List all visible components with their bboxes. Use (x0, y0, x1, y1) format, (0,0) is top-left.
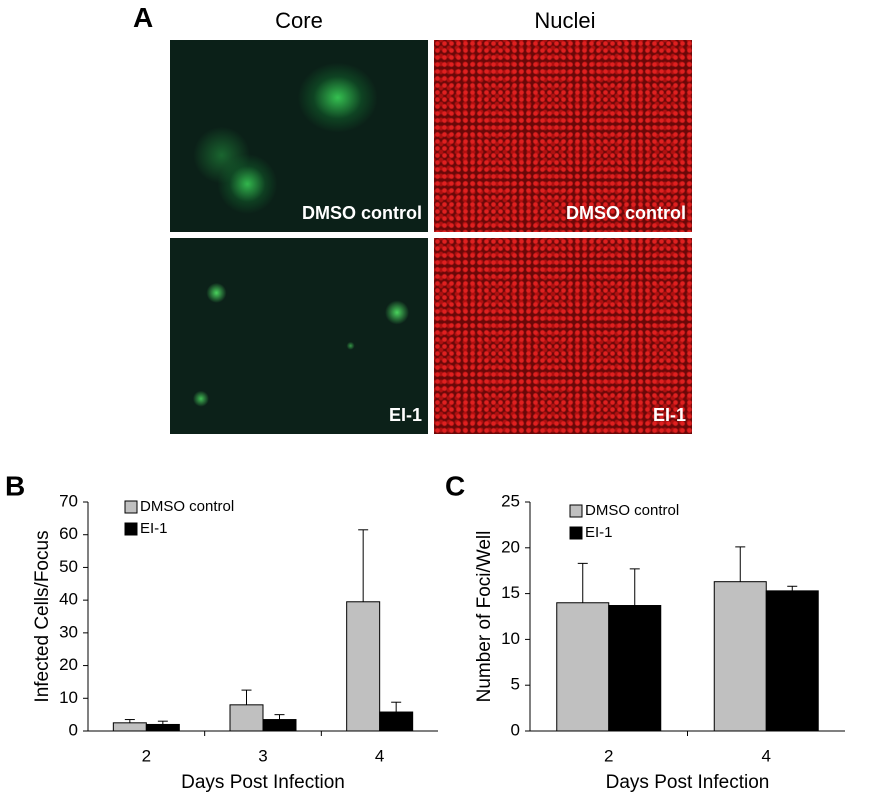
bar (556, 602, 610, 732)
x-tick-label: 4 (375, 746, 384, 765)
image-label: DMSO control (566, 203, 686, 223)
y-tick-label: 0 (69, 720, 78, 739)
y-axis-title: Infected Cells/Focus (32, 530, 53, 702)
column-title: Core (275, 8, 323, 33)
y-tick-label: 30 (59, 622, 78, 641)
image-label: EI-1 (388, 405, 422, 425)
y-tick-label: 60 (59, 524, 78, 543)
micrograph: EI-1 (170, 238, 428, 434)
y-tick-label: 40 (59, 590, 78, 609)
bar (765, 590, 819, 732)
bar (229, 704, 264, 732)
x-tick-label: 2 (604, 746, 613, 765)
legend-swatch (124, 500, 138, 514)
y-tick-label: 5 (511, 675, 520, 694)
legend-label: EI-1 (140, 520, 168, 537)
panel-label: C (445, 470, 465, 501)
bar (145, 723, 180, 732)
legend-swatch (569, 504, 583, 518)
y-tick-label: 70 (59, 491, 78, 510)
micrograph: DMSO control (434, 40, 692, 232)
micrograph: EI-1 (434, 238, 692, 434)
x-tick-label: 2 (142, 746, 151, 765)
panel-label: B (5, 470, 25, 501)
y-tick-label: 0 (511, 720, 520, 739)
legend-label: EI-1 (585, 524, 613, 541)
x-tick-label: 3 (258, 746, 267, 765)
x-axis-title: Days Post Infection (606, 772, 770, 793)
y-tick-label: 10 (501, 629, 520, 648)
panel-label: A (133, 2, 154, 33)
bar (713, 581, 767, 732)
y-tick-label: 25 (501, 491, 520, 510)
bar (608, 605, 662, 732)
bar (346, 601, 381, 732)
bar (262, 719, 297, 732)
legend-label: DMSO control (140, 498, 234, 515)
bar (112, 722, 147, 732)
x-axis-title: Days Post Infection (181, 772, 345, 793)
y-axis-title: Number of Foci/Well (474, 531, 495, 703)
legend-label: DMSO control (585, 502, 679, 519)
bar (379, 711, 414, 732)
micrograph: DMSO control (170, 40, 428, 232)
y-tick-label: 50 (59, 557, 78, 576)
x-tick-label: 4 (762, 746, 771, 765)
y-tick-label: 20 (59, 655, 78, 674)
image-label: DMSO control (302, 203, 422, 223)
legend-swatch (569, 526, 583, 540)
column-title: Nuclei (534, 8, 596, 33)
y-tick-label: 15 (501, 583, 520, 602)
y-tick-label: 20 (501, 537, 520, 556)
y-tick-label: 10 (59, 688, 78, 707)
legend-swatch (124, 522, 138, 536)
image-label: EI-1 (652, 405, 686, 425)
